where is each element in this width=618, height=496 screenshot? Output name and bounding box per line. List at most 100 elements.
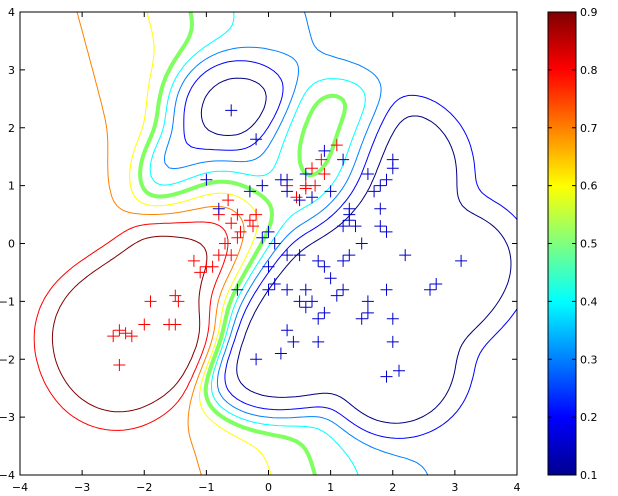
blue-plus-marker (312, 312, 325, 325)
blue-plus-marker (281, 283, 294, 296)
blue-plus-marker (424, 283, 436, 296)
red-plus-marker (225, 217, 238, 230)
colorbar-tick-label: 0.1 (580, 469, 598, 482)
red-plus-marker (144, 295, 157, 308)
blue-plus-marker (293, 295, 306, 308)
blue-plus-marker (324, 185, 337, 198)
colorbar-tick-label: 0.3 (580, 353, 598, 366)
y-tick-label: 1 (8, 180, 15, 193)
blue-plus-marker (225, 104, 238, 117)
colorbar-tick-label: 0.5 (580, 238, 598, 251)
y-tick-label: −3 (0, 411, 15, 424)
contour-level-0-4 (149, 12, 366, 475)
blue-plus-marker (312, 254, 325, 267)
red-plus-marker (119, 327, 132, 340)
contour-level-0-7 (76, 12, 245, 475)
x-tick-label: 1 (327, 481, 334, 494)
blue-plus-marker (318, 260, 331, 273)
blue-plus-marker (324, 272, 337, 285)
blue-plus-marker (374, 202, 387, 215)
blue-plus-marker (386, 153, 399, 166)
y-tick-label: 2 (8, 122, 15, 135)
blue-plus-marker (374, 179, 387, 192)
blue-plus-marker (268, 278, 281, 290)
red-plus-marker (107, 330, 120, 343)
blue-plus-marker (293, 194, 306, 207)
x-tick-label: 2 (389, 481, 396, 494)
blue-plus-marker (281, 173, 294, 186)
red-plus-marker (234, 225, 247, 238)
blue-class-points (200, 104, 468, 383)
y-axis: −4 −3 −2 −1 0 1 2 3 4 (0, 6, 517, 482)
red-plus-marker (172, 295, 185, 308)
blue-plus-marker (293, 249, 306, 262)
blue-plus-marker (318, 306, 331, 319)
blue-plus-marker (380, 283, 393, 296)
y-tick-label: −1 (0, 295, 15, 308)
contour-level-0-1 (200, 77, 512, 424)
blue-plus-marker (256, 179, 269, 192)
blue-plus-marker (386, 312, 399, 325)
y-tick-label: −4 (0, 469, 15, 482)
x-tick-label: −3 (74, 481, 90, 494)
blue-plus-marker (361, 306, 374, 319)
blue-plus-marker (268, 237, 281, 250)
blue-plus-marker (349, 220, 362, 233)
blue-plus-marker (281, 324, 294, 337)
blue-plus-marker (386, 335, 399, 348)
blue-plus-marker (250, 133, 263, 146)
blue-plus-marker (374, 220, 387, 233)
blue-plus-marker (274, 347, 287, 360)
colorbar-ticks: 0.1 0.2 0.3 0.4 0.5 0.6 0.7 0.8 0.9 (548, 6, 598, 482)
red-plus-marker (222, 194, 235, 207)
contour-level-0-5 (138, 12, 347, 475)
red-plus-marker (330, 139, 343, 152)
colorbar-tick-label: 0.2 (580, 411, 598, 424)
red-plus-marker (250, 208, 263, 221)
blue-plus-marker (306, 191, 318, 204)
x-tick-label: −4 (12, 481, 28, 494)
blue-plus-marker (355, 237, 368, 250)
red-plus-marker (187, 254, 200, 267)
red-plus-marker (225, 249, 238, 262)
plot-background (20, 12, 517, 475)
colorbar-tick-label: 0.9 (580, 6, 598, 19)
blue-plus-marker (231, 283, 244, 296)
red-plus-marker (212, 249, 225, 262)
x-tick-label: 0 (265, 481, 272, 494)
red-plus-marker (125, 330, 138, 343)
blue-plus-marker (337, 220, 350, 233)
blue-plus-marker (250, 353, 263, 366)
colorbar-tick-label: 0.7 (580, 122, 598, 135)
blue-plus-marker (337, 254, 350, 267)
x-tick-label: −1 (198, 481, 214, 494)
blue-plus-marker (380, 173, 393, 186)
x-tick-label: −2 (136, 481, 152, 494)
colorbar: 0.1 0.2 0.3 0.4 0.5 0.6 0.7 0.8 0.9 (547, 6, 598, 482)
blue-plus-marker (455, 254, 468, 267)
blue-plus-marker (318, 144, 331, 157)
blue-plus-marker (355, 312, 368, 325)
red-plus-marker (290, 191, 303, 204)
blue-plus-marker (200, 173, 213, 186)
red-plus-marker (309, 179, 322, 192)
contour-level-0-9 (51, 235, 208, 413)
red-plus-marker (247, 220, 259, 233)
blue-plus-marker (299, 283, 312, 296)
colorbar-gradient (547, 11, 577, 476)
red-plus-marker (206, 260, 219, 273)
red-plus-marker (169, 289, 182, 302)
red-plus-marker (219, 237, 231, 250)
y-tick-label: −2 (0, 353, 15, 366)
blue-plus-marker (299, 301, 312, 314)
blue-plus-marker (399, 249, 412, 262)
blue-plus-marker (281, 185, 294, 198)
contour-level-0-3 (163, 12, 429, 475)
blue-plus-marker (337, 283, 350, 296)
red-plus-marker (194, 266, 207, 279)
red-plus-marker (306, 162, 318, 175)
red-plus-marker (318, 168, 331, 180)
blue-plus-marker (368, 185, 381, 198)
red-plus-marker (315, 153, 328, 166)
